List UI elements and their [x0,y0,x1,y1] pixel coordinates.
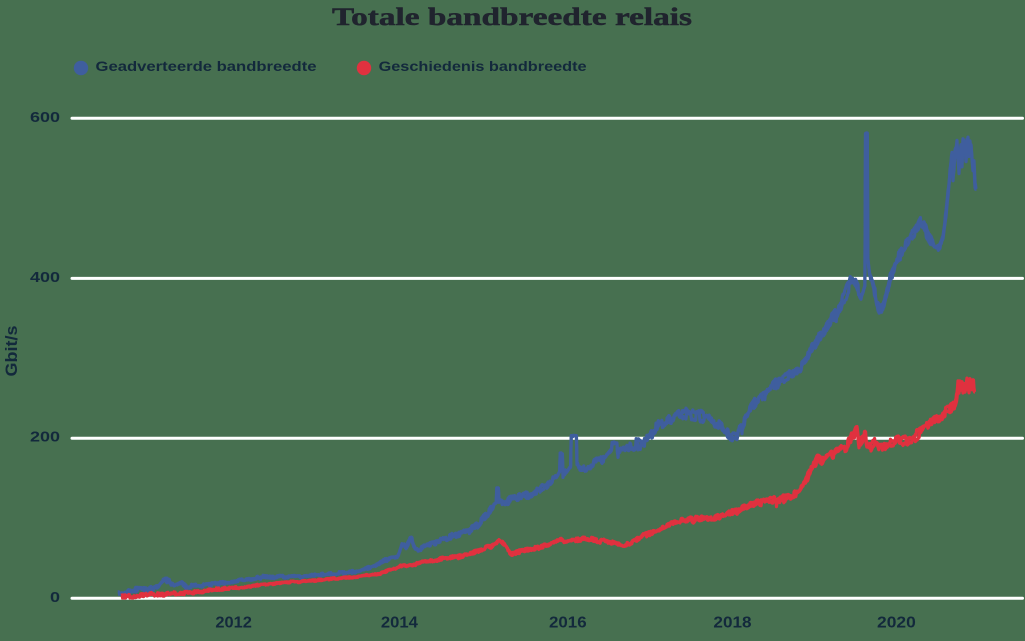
svg-text:400: 400 [30,269,60,286]
svg-text:2018: 2018 [713,615,751,632]
svg-text:2020: 2020 [877,615,916,632]
svg-text:Geschiedenis bandbreedte: Geschiedenis bandbreedte [379,59,588,74]
svg-text:Gbit/s: Gbit/s [3,326,21,377]
svg-text:Geadverteerde bandbreedte: Geadverteerde bandbreedte [96,59,318,74]
svg-text:Totale bandbreedte relais: Totale bandbreedte relais [332,2,692,31]
svg-text:2016: 2016 [549,615,587,632]
svg-text:600: 600 [30,109,60,126]
svg-text:0: 0 [50,589,60,606]
svg-text:2012: 2012 [215,615,252,632]
svg-text:200: 200 [30,429,60,446]
svg-text:2014: 2014 [381,615,418,632]
